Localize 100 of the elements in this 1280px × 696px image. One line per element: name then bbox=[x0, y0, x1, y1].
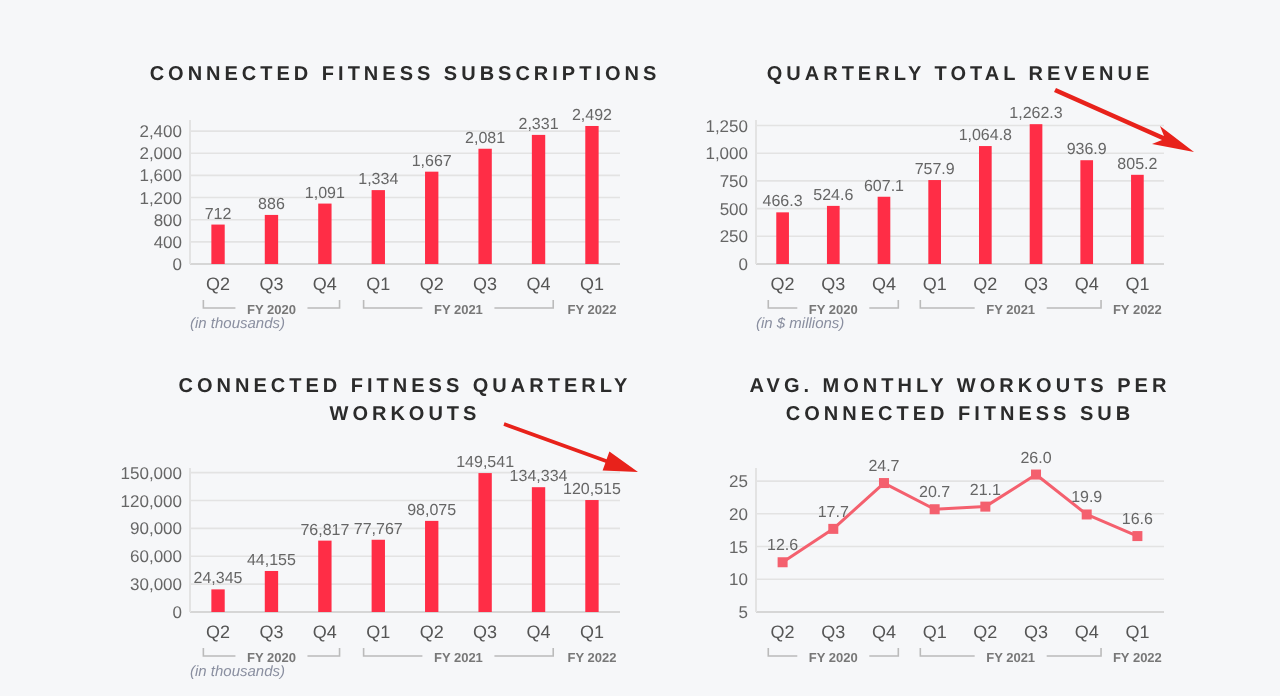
bar bbox=[877, 196, 891, 264]
x-tick-label: Q1 bbox=[922, 622, 947, 642]
x-tick-label: Q2 bbox=[206, 622, 231, 642]
bar bbox=[425, 520, 439, 612]
data-label: 12.6 bbox=[767, 536, 800, 555]
bar bbox=[585, 125, 599, 264]
chart-title: QUARTERLY TOTAL REVENUE bbox=[766, 64, 1154, 86]
bar bbox=[531, 487, 546, 612]
bar bbox=[478, 148, 492, 264]
data-label: 1,064.8 bbox=[958, 126, 1014, 145]
data-label: 524.6 bbox=[813, 185, 855, 204]
x-tick-label: Q2 bbox=[770, 622, 795, 642]
point bbox=[1081, 509, 1092, 520]
x-tick-label: Q1 bbox=[922, 274, 947, 294]
y-tick-label: 1,000 bbox=[705, 143, 749, 164]
data-label: 98,075 bbox=[407, 500, 458, 519]
data-label: 149,541 bbox=[456, 453, 516, 472]
data-label: 76,817 bbox=[300, 520, 351, 539]
x-tick-label: Q4 bbox=[1074, 622, 1099, 642]
x-tick-label: Q1 bbox=[366, 274, 391, 294]
data-label: 26.0 bbox=[1020, 448, 1053, 467]
data-label: 607.1 bbox=[863, 176, 906, 195]
x-tick-label: Q2 bbox=[973, 274, 998, 294]
point bbox=[1132, 531, 1143, 542]
y-tick-label: 30,000 bbox=[130, 574, 183, 595]
chart-title: CONNECTED FITNESS QUARTERLY WORKOUTS bbox=[178, 376, 632, 426]
y-tick-label: 750 bbox=[719, 170, 749, 191]
point bbox=[980, 501, 991, 512]
bar bbox=[531, 134, 546, 264]
point bbox=[929, 504, 940, 515]
point bbox=[777, 557, 788, 568]
x-tick-label: Q3 bbox=[259, 622, 284, 642]
chart-title: AVG. MONTHLY WORKOUTS PER CONNECTED FITNESS SUB bbox=[749, 376, 1171, 426]
x-tick-label: Q4 bbox=[871, 274, 896, 294]
y-tick-label: 10 bbox=[729, 569, 749, 590]
data-label: 21.1 bbox=[969, 480, 1003, 499]
y-tick-label: 25 bbox=[729, 471, 749, 492]
x-tick-label: Q2 bbox=[770, 274, 795, 294]
y-tick-label: 20 bbox=[729, 503, 749, 524]
x-tick-label: Q2 bbox=[973, 622, 998, 642]
data-label: 1,334 bbox=[358, 170, 400, 189]
bar bbox=[928, 180, 941, 264]
x-tick-label: Q1 bbox=[1125, 274, 1150, 294]
point bbox=[878, 478, 889, 489]
x-tick-label: Q3 bbox=[1024, 274, 1049, 294]
x-tick-label: Q4 bbox=[312, 274, 337, 294]
data-label: 1,667 bbox=[411, 151, 453, 170]
data-label: 936.9 bbox=[1066, 140, 1108, 159]
bar bbox=[1080, 160, 1094, 264]
data-label: 134,334 bbox=[509, 467, 569, 486]
x-tick-label: Q2 bbox=[419, 622, 444, 642]
point bbox=[828, 523, 839, 534]
x-tick-label: Q3 bbox=[473, 622, 498, 642]
x-tick-label: Q4 bbox=[526, 622, 551, 642]
y-tick-label: 250 bbox=[719, 226, 749, 247]
bar bbox=[211, 589, 225, 612]
x-tick-label: Q3 bbox=[821, 274, 846, 294]
x-tick-label: Q3 bbox=[473, 274, 498, 294]
y-tick-label: 0 bbox=[738, 254, 749, 274]
y-tick-label: 5 bbox=[738, 602, 749, 622]
bar bbox=[318, 540, 332, 612]
data-label: 2,331 bbox=[518, 114, 560, 133]
y-tick-label: 15 bbox=[729, 536, 749, 557]
y-tick-label: 0 bbox=[172, 602, 183, 622]
bar bbox=[318, 203, 332, 264]
y-tick-label: 2,400 bbox=[139, 121, 183, 142]
y-tick-label: 0 bbox=[172, 254, 183, 274]
bar bbox=[585, 500, 599, 612]
bar bbox=[264, 570, 279, 612]
data-label: 466.3 bbox=[762, 192, 804, 211]
data-label: 2,492 bbox=[571, 105, 614, 124]
bar bbox=[425, 171, 439, 264]
chart-title: CONNECTED FITNESS SUBSCRIPTIONS bbox=[149, 64, 661, 86]
bar bbox=[979, 146, 992, 264]
y-tick-label: 1,200 bbox=[139, 187, 183, 208]
data-label: 805.2 bbox=[1117, 154, 1159, 173]
bar bbox=[826, 205, 840, 264]
y-tick-label: 500 bbox=[719, 198, 749, 219]
data-label: 77,767 bbox=[353, 519, 404, 538]
data-label: 20.7 bbox=[919, 483, 952, 502]
point bbox=[1031, 469, 1042, 480]
bar bbox=[264, 214, 279, 264]
bar bbox=[1131, 174, 1144, 264]
x-tick-label: Q1 bbox=[366, 622, 391, 642]
bar bbox=[1029, 124, 1043, 264]
y-tick-label: 1,600 bbox=[139, 165, 183, 186]
data-label: 24,345 bbox=[193, 569, 244, 588]
y-tick-label: 2,000 bbox=[139, 143, 183, 164]
x-tick-label: Q1 bbox=[579, 274, 604, 294]
x-tick-label: Q4 bbox=[526, 274, 551, 294]
data-label: 757.9 bbox=[914, 160, 956, 179]
data-label: 19.9 bbox=[1071, 488, 1104, 507]
x-tick-label: Q4 bbox=[871, 622, 896, 642]
y-tick-label: 800 bbox=[153, 209, 183, 230]
x-tick-label: Q2 bbox=[419, 274, 444, 294]
x-tick-label: Q3 bbox=[259, 274, 284, 294]
data-label: 2,081 bbox=[465, 128, 507, 147]
x-tick-label: Q3 bbox=[1024, 622, 1049, 642]
data-label: 16.6 bbox=[1121, 510, 1155, 529]
bar bbox=[211, 224, 225, 264]
